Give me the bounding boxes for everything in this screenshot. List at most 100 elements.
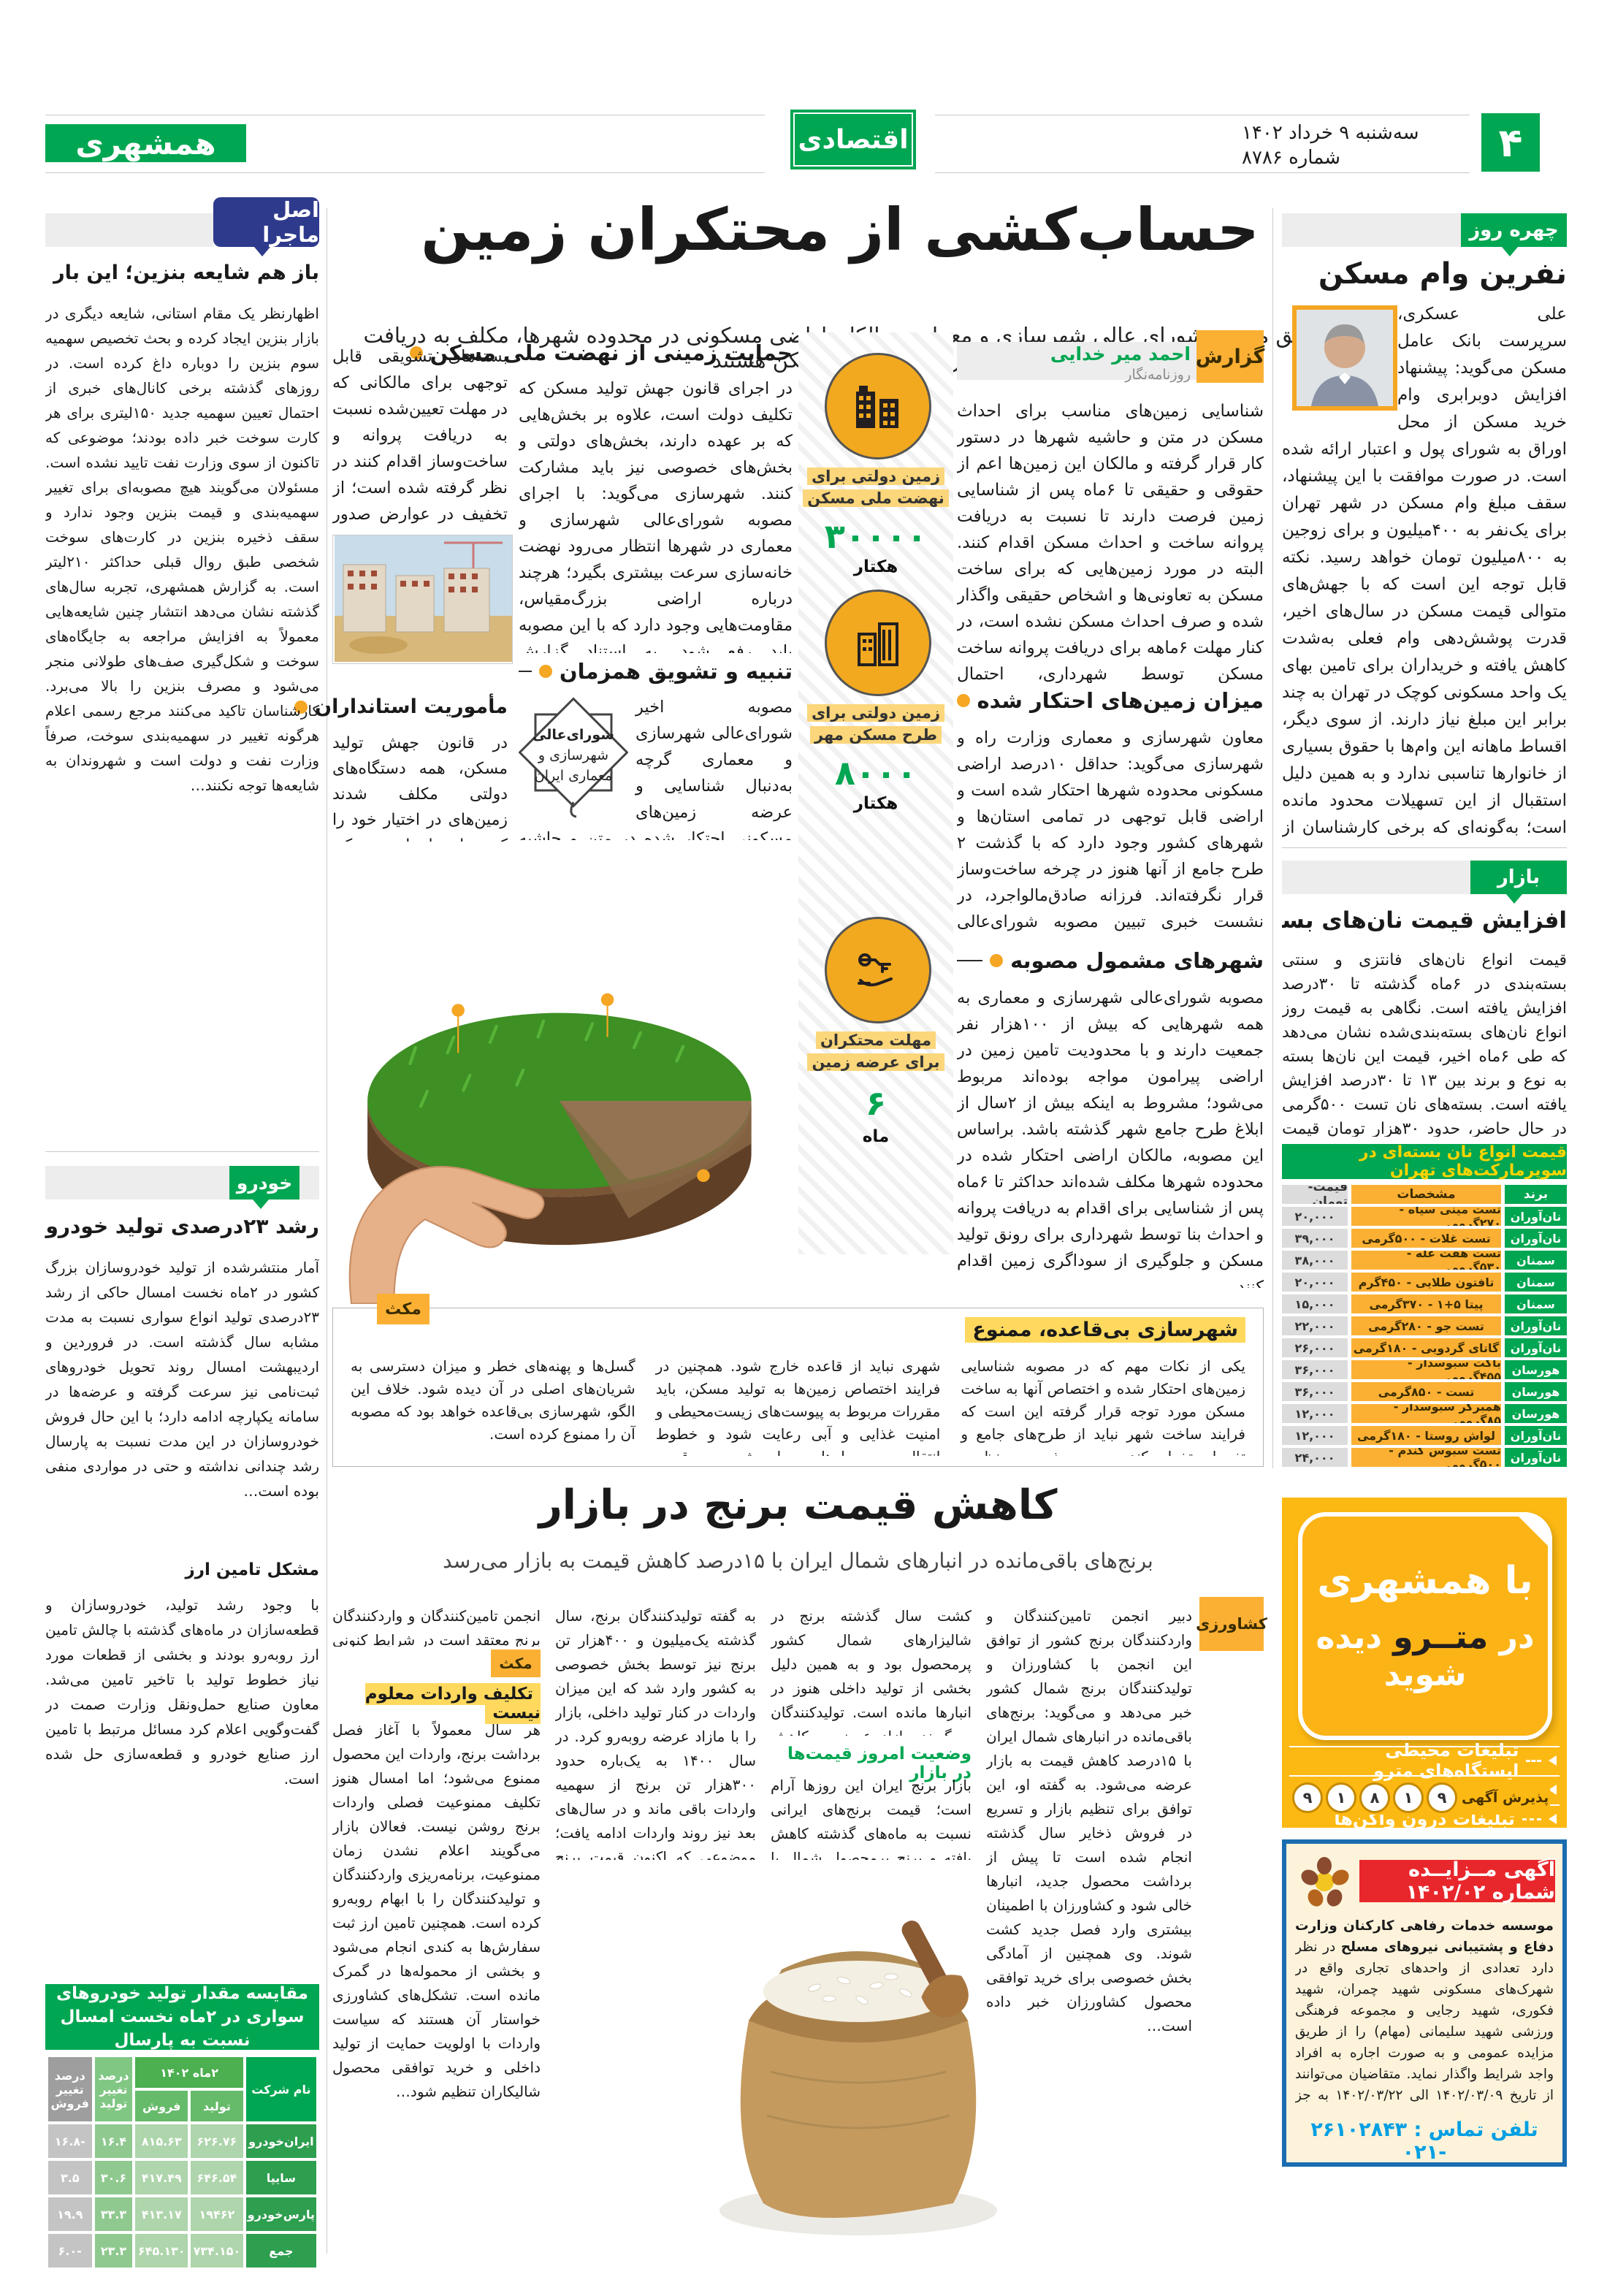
table-cell: ۶۲۶.۷۶ (191, 2124, 243, 2158)
market-tab[interactable]: بازار (1470, 861, 1567, 894)
cars-tab[interactable]: خودرو (229, 1166, 299, 1200)
infographic-value: ۳۰۰۰۰ (824, 516, 928, 556)
cars-tab-label: خودرو (236, 1172, 293, 1194)
date-text: سه‌شنبه ۹ خرداد ۱۴۰۲ (1242, 122, 1419, 144)
rice-subhead: برنج‌های باقی‌مانده در انبارهای شمال ایر… (332, 1549, 1264, 1573)
section-title-text: حمایت زمینی از نهضت ملی مسکن (430, 340, 793, 365)
pause-tab-label: مکث (385, 1300, 421, 1319)
auction-phone[interactable]: تلفن تماس : ۲۶۱۰۲۸۴۳ -۰۲۱ (1286, 2118, 1562, 2164)
towers-icon (825, 590, 931, 696)
rice-col1: دبیر انجمن تامین‌کنندگان و واردکنندگان ب… (986, 1604, 1192, 2247)
dateline: سه‌شنبه ۹ خرداد ۱۴۰۲ شماره ۸۷۸۶ (1242, 121, 1468, 170)
construction-photo (332, 535, 513, 664)
rice-subhead-text: برنج‌های باقی‌مانده در انبارهای شمال ایر… (443, 1549, 1153, 1573)
section-tab-label: اقتصادی (798, 124, 909, 155)
table-cell: باگت سبوسدار - ۴۵۵گرمی (1351, 1360, 1501, 1379)
fuel-tab-label: اصل ماجرا (262, 197, 319, 247)
rice-col1-text: دبیر انجمن تامین‌کنندگان و واردکنندگان ب… (986, 1607, 1192, 2034)
auction-body: موسسه خدمات رفاهی کارکنان وزارت دفاع و پ… (1295, 1915, 1554, 2105)
table-cell: ایران‌خودرو (245, 2124, 316, 2158)
divider-right-column (1272, 208, 1273, 1468)
table-cell: -۶.۰ (48, 2234, 92, 2268)
cars-th-chg-prod: درصد تغییر تولید (94, 2057, 133, 2121)
table-cell: ۸۱۵.۶۳ (135, 2124, 188, 2158)
face-of-day-text: علی عسکری، سرپرست بانک عامل مسکن می‌گوید… (1282, 305, 1567, 837)
market-divider (1282, 847, 1567, 848)
rice-col2-subhead: وضعیت امروز قیمت‌ها در بازار (771, 1744, 972, 1782)
bread-col-brand: برند (1505, 1185, 1567, 1204)
table-cell: ۲۰,۰۰۰ (1282, 1207, 1348, 1226)
fuel-headline-text: باز هم شایعه بنزین؛ این بار سهمیه سوم (45, 262, 319, 284)
section-col3-text: بسته‌های تشویقی قابل توجهی برای مالکانی … (332, 343, 508, 526)
cars-th-period: ۲ماه ۱۴۰۲ (135, 2057, 243, 2088)
fuel-tab-tail (254, 247, 270, 256)
cars-table-title: مقایسه مقدار تولید خودروهای سواری در ۲ما… (45, 1984, 319, 2050)
table-row: هورسان (1505, 1404, 1567, 1423)
rice-sack-photo (698, 1867, 1019, 2249)
bread-table-title-bar: قیمت انواع نان بسته‌ای در سوپرمارکت‌های … (1282, 1143, 1567, 1180)
bread-col-spec: مشخصات (1351, 1185, 1501, 1204)
table-cell: ۱۹۴۶۲ (191, 2197, 243, 2231)
face-of-day-headline-text: نفرین وام مسکن (1318, 257, 1567, 291)
cars-th-name: نام شرکت (245, 2057, 316, 2121)
cars-table-title-text: مقایسه مقدار تولید خودروهای سواری در ۲ما… (56, 1984, 308, 2050)
fuel-tab[interactable]: اصل ماجرا (213, 197, 319, 247)
table-cell: ۲۲,۰۰۰ (1282, 1316, 1348, 1335)
rice-headline: کاهش قیمت برنج در بازار (332, 1481, 1264, 1529)
rice-col4a: انجمن تامین‌کنندگان و واردکنندگان برنج م… (332, 1604, 541, 1647)
cars-p2: با وجود رشد تولید، خودروسازان و قطعه‌ساز… (45, 1593, 319, 1972)
table-row: نان‌آوران (1505, 1229, 1567, 1248)
reporter-role-text: روزنامه‌نگار (1125, 367, 1191, 383)
table-cell: پارس‌خودرو (245, 2197, 316, 2231)
infographic-label-text: مهلت محتکران برای عرضه زمین (807, 1031, 944, 1071)
cars-tab-tail (253, 1200, 269, 1209)
face-of-day-tab[interactable]: چهره روز (1461, 213, 1567, 247)
page-curl-icon (1514, 1512, 1552, 1550)
face-of-day-headline: نفرین وام مسکن (1282, 257, 1567, 291)
face-of-day-body: علی عسکری، سرپرست بانک عامل مسکن می‌گوید… (1282, 301, 1567, 838)
phone-digit: ۹ (1427, 1782, 1457, 1813)
cars-p1-text: آمار منتشرشده از تولید خودروسازان بزرگ ک… (45, 1259, 319, 1500)
metro-phone[interactable]: پذیرش آگهی ۹ ۱ ۸ ۱ ۹ (1288, 1781, 1551, 1815)
agriculture-tab[interactable]: کشاورزی (1196, 1597, 1267, 1651)
rice-col2a-text: کشت سال گذشته برنج در شالیزارهای شمال کش… (771, 1607, 972, 1736)
auction-body1: در نظر دارد تعدادی از واحدهای تجاری واقع… (1295, 1940, 1554, 2082)
rice-col4b-text: هر سال معمولاً با آغاز فصل برداشت برنج، … (332, 1721, 541, 2100)
report-tab-label: گزارش (1195, 345, 1265, 368)
table-cell: تست جو - ۲۸۰گرمی (1351, 1316, 1501, 1335)
table-cell: ۶۴۵.۱۳۰ (135, 2234, 188, 2268)
portrait-photo (1292, 305, 1397, 411)
rice-box-title: تکلیف واردات معلوم نیست (332, 1683, 541, 1724)
section-cities-title: شهرهای مشمول مصوبه (957, 948, 1264, 973)
metro-phone-label: پذیرش آگهی (1462, 1790, 1549, 1806)
infographic-label: زمین دولتی برای نهضت ملی مسکن (803, 465, 949, 509)
section-amount-text: معاون شهرسازی و معماری وزارت راه و شهرسا… (957, 725, 1264, 940)
buildings-icon (825, 353, 931, 459)
cars-th-prod: تولید (191, 2091, 243, 2121)
metro-ad-sticker: با همشهری در متــرو دیده شوید (1298, 1512, 1552, 1740)
cars-th-chg-sale: درصد تغییر فروش (48, 2057, 92, 2121)
table-cell: ۱۶.۴ (94, 2124, 133, 2158)
section-cities-body: مصوبه شورای‌عالی شهرسازی و معماری به همه… (957, 988, 1264, 1288)
arrow-icon (1549, 1814, 1557, 1824)
phone-digit: ۹ (1292, 1782, 1323, 1813)
table-row: هورسان (1505, 1360, 1567, 1379)
section-title-text: مأموریت استانداران (315, 695, 508, 718)
section-support-body: در اجرای قانون جهش تولید مسکن که تکلیف د… (519, 379, 793, 653)
main-headline: حساب‌کشی از محتکران زمین (409, 196, 1271, 264)
section-support-text: در اجرای قانون جهش تولید مسکن که تکلیف د… (519, 375, 793, 653)
metro-ad[interactable]: با همشهری در متــرو دیده شوید تبلیغات مح… (1282, 1498, 1567, 1829)
issue-number: شماره ۸۷۸۶ (1242, 147, 1341, 169)
bullet-dot-icon (538, 665, 552, 678)
metro-line2-metro: متــرو (1393, 1619, 1489, 1656)
section-tab-economy[interactable]: اقتصادی (790, 110, 916, 169)
section-support-title: حمایت زمینی از نهضت ملی مسکن (409, 340, 793, 365)
rice-pause-tab-label: مکث (499, 1655, 533, 1672)
section-title-text: شهرهای مشمول مصوبه (1010, 948, 1264, 973)
rice-col2-subhead-text: وضعیت امروز قیمت‌ها در بازار (787, 1744, 972, 1782)
auction-ad[interactable]: آگهی مــزایــده شماره ۱۴۰۲/۰۲ موسسه خدما… (1282, 1839, 1567, 2167)
cars-p2-text: با وجود رشد تولید، خودروسازان و قطعه‌ساز… (45, 1596, 319, 1788)
council-star-logo: شورای‌عالی شهرسازی و معماری ایران (519, 694, 629, 818)
table-cell: ۱۲,۰۰۰ (1282, 1404, 1348, 1423)
